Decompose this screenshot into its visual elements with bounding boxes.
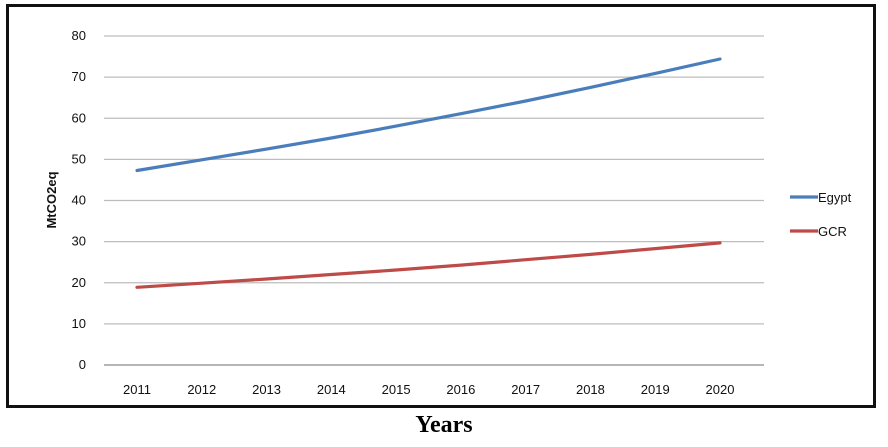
y-tick-label: 20 (72, 275, 86, 290)
y-tick-label: 10 (72, 316, 86, 331)
gridlines (104, 35, 764, 366)
series-lines (135, 57, 722, 289)
x-tick-label: 2011 (123, 382, 151, 397)
series-line-egypt (135, 57, 722, 173)
x-axis-label: Years (415, 412, 473, 438)
x-tick-label: 2015 (382, 382, 411, 397)
y-tick-label: 50 (72, 151, 86, 166)
y-tick-label: 0 (79, 357, 86, 372)
y-tick-label: 40 (72, 193, 86, 208)
legend: Egypt GCR (790, 190, 852, 239)
x-tick-label: 2019 (641, 382, 670, 397)
y-tick-label: 70 (72, 69, 86, 84)
legend-label: GCR (818, 224, 847, 239)
x-tick-label: 2020 (706, 382, 735, 397)
x-tick-label: 2018 (576, 382, 605, 397)
legend-label: Egypt (818, 190, 852, 205)
x-tick-label: 2013 (252, 382, 281, 397)
series-line-gcr (135, 241, 722, 289)
x-tick-label: 2017 (511, 382, 540, 397)
x-axis-ticks: 2011 2012 2013 2014 2015 2016 2017 2018 2019 2020 (123, 382, 734, 397)
x-tick-label: 2014 (317, 382, 346, 397)
y-tick-label: 80 (72, 28, 86, 43)
x-tick-label: 2016 (446, 382, 475, 397)
y-tick-label: 30 (72, 234, 86, 249)
y-axis-ticks: 0 10 20 30 40 50 60 70 80 (72, 28, 86, 372)
x-tick-label: 2012 (187, 382, 216, 397)
y-axis-label: MtCO2eq (44, 171, 59, 228)
chart-frame (6, 4, 876, 408)
y-tick-label: 60 (72, 110, 86, 125)
